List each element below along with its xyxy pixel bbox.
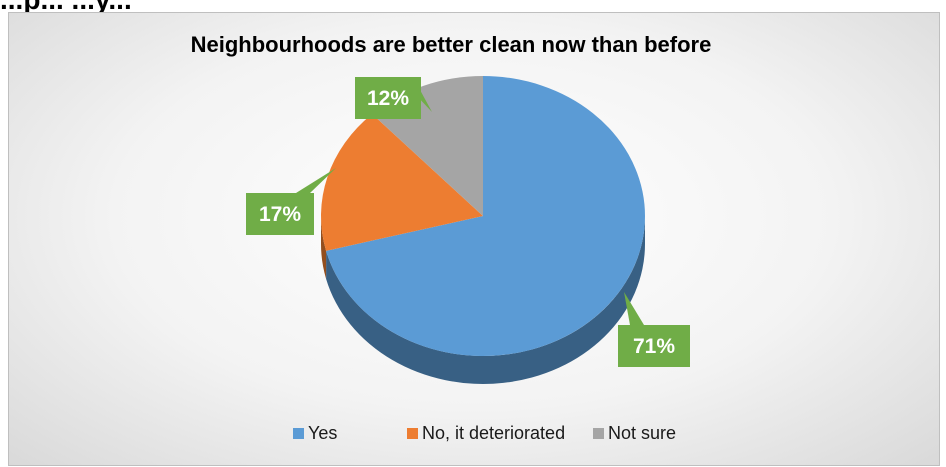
legend-label-1: No, it deteriorated bbox=[422, 423, 565, 443]
data-label-box bbox=[246, 193, 314, 235]
pie-side-0 bbox=[326, 216, 645, 384]
data-label-pointer bbox=[624, 292, 644, 325]
legend-label-2: Not sure bbox=[608, 423, 676, 443]
legend-swatch-0 bbox=[293, 428, 304, 439]
page-heading-cutoff: ...p... ...y... bbox=[0, 0, 132, 16]
data-label-box bbox=[355, 77, 421, 119]
legend-label-0: Yes bbox=[308, 423, 337, 443]
chart-title: Neighbourhoods are better clean now than… bbox=[191, 32, 712, 57]
pie-slice-no-it-deteriorated bbox=[320, 113, 483, 251]
data-label-box bbox=[618, 325, 690, 367]
data-label-pointer bbox=[296, 168, 336, 193]
data-labels: 71% 17% 12% bbox=[246, 77, 690, 367]
data-label-2: 12% bbox=[367, 87, 409, 110]
legend: Yes No, it deteriorated Not sure bbox=[293, 423, 676, 443]
pie-3d-group bbox=[320, 76, 646, 384]
data-label-1: 17% bbox=[259, 203, 301, 226]
pie-slice-yes bbox=[326, 76, 646, 357]
pie-side-1 bbox=[321, 216, 327, 279]
legend-swatch-1 bbox=[407, 428, 418, 439]
data-label-0: 71% bbox=[633, 335, 675, 358]
legend-swatch-2 bbox=[593, 428, 604, 439]
